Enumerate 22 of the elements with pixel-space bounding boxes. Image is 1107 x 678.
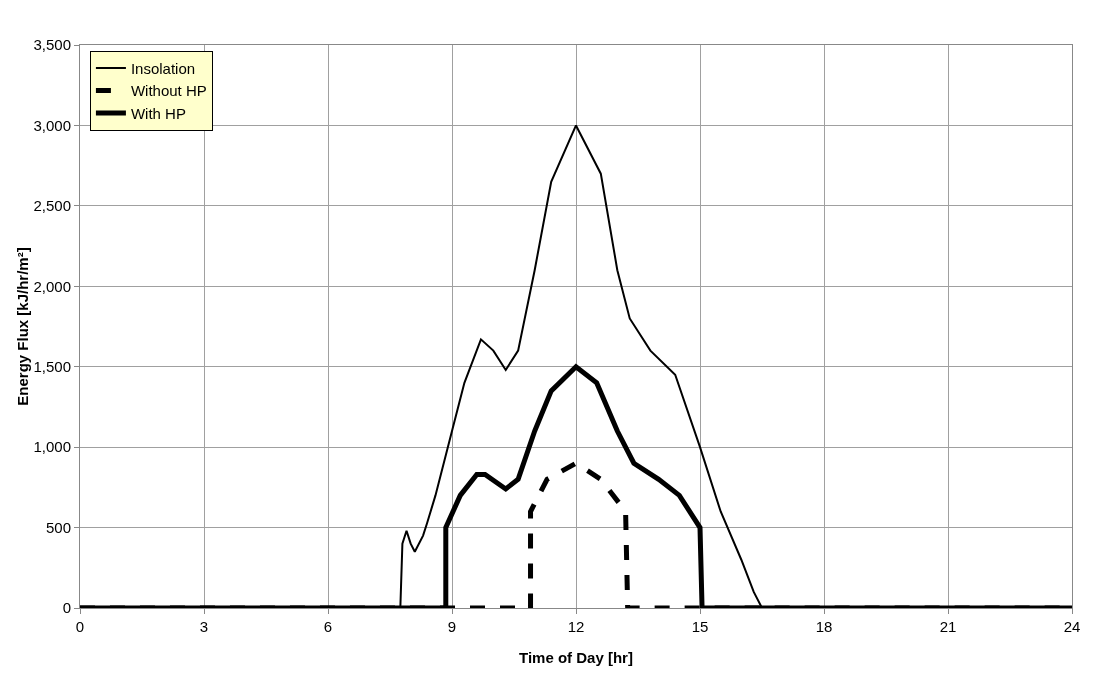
x-tick-label: 0 [75,618,85,635]
y-tick-label: 2,500 [33,197,71,215]
x-tick-label: 3 [199,618,209,635]
x-tick-label: 9 [447,618,457,635]
x-tick-label: 6 [323,618,333,635]
y-tick-label: 0 [62,599,71,617]
y-tick-label: 1,500 [33,357,71,375]
x-axis-title: Time of Day [hr] [519,649,633,666]
x-tick-label: 24 [1063,618,1081,635]
y-axis-title: Energy Flux [kJ/hr/m²] [14,247,32,406]
y-tick-label: 1,000 [33,438,71,456]
x-tick-label: 18 [815,618,833,635]
legend-label: With HP [130,104,186,122]
legend-label: Without HP [130,82,207,100]
y-tick-label: 2,000 [33,277,71,295]
y-tick-label: 3,000 [33,116,71,134]
x-tick-label: 12 [567,618,585,635]
x-tick-label: 15 [691,618,709,635]
y-tick-label: 500 [45,518,71,536]
y-tick-label: 3,500 [33,36,71,54]
legend-label: Insolation [130,59,196,77]
x-tick-label: 21 [939,618,957,635]
